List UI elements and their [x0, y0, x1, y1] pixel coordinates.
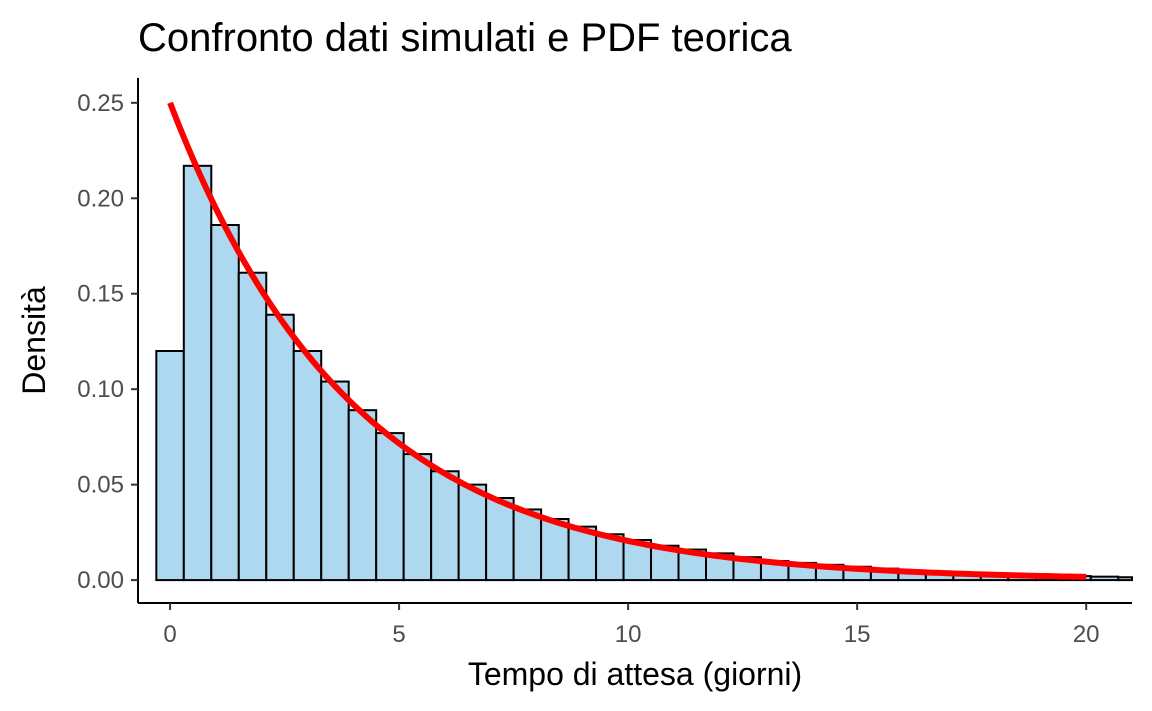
histogram-bar	[265, 313, 295, 582]
histogram-bar	[430, 470, 460, 582]
histogram-bar	[237, 271, 268, 582]
y-axis-title: Densità	[16, 286, 52, 395]
histogram-bar	[567, 525, 598, 582]
histogram-bar	[457, 483, 488, 582]
y-axis-ticks: 0.00 0.05 0.10 0.15 0.20 0.25	[77, 90, 138, 594]
histogram-bar	[182, 164, 213, 582]
y-tick-label: 0.25	[77, 90, 124, 117]
x-axis-title: Tempo di attesa (giorni)	[468, 656, 802, 692]
histogram-bar	[1117, 576, 1133, 582]
y-tick-label: 0.15	[77, 281, 124, 308]
histogram-bar	[210, 224, 240, 582]
x-tick-label: 20	[1073, 621, 1100, 648]
histogram-bar	[320, 380, 350, 582]
histogram-bar	[402, 453, 433, 582]
histogram-bar	[485, 497, 515, 582]
histogram-bar	[347, 409, 378, 582]
y-tick-label: 0.00	[77, 567, 124, 594]
histogram-bar	[1089, 575, 1120, 582]
y-tick-label: 0.05	[77, 472, 124, 499]
histogram-bars	[155, 164, 1133, 582]
histogram-bar	[512, 508, 543, 582]
x-tick-label: 5	[392, 621, 405, 648]
chart-title: Confronto dati simulati e PDF teorica	[138, 16, 792, 60]
histogram-bar	[292, 350, 323, 582]
histogram-bar	[375, 432, 405, 582]
x-tick-label: 15	[844, 621, 871, 648]
x-tick-label: 0	[163, 621, 176, 648]
y-tick-label: 0.20	[77, 185, 124, 212]
y-tick-label: 0.10	[77, 376, 124, 403]
pdf-curve	[167, 101, 1087, 580]
x-tick-label: 10	[615, 621, 642, 648]
histogram-bar	[540, 518, 570, 582]
x-axis-ticks: 0 5 10 15 20	[163, 603, 1100, 648]
histogram-bar	[155, 350, 185, 582]
